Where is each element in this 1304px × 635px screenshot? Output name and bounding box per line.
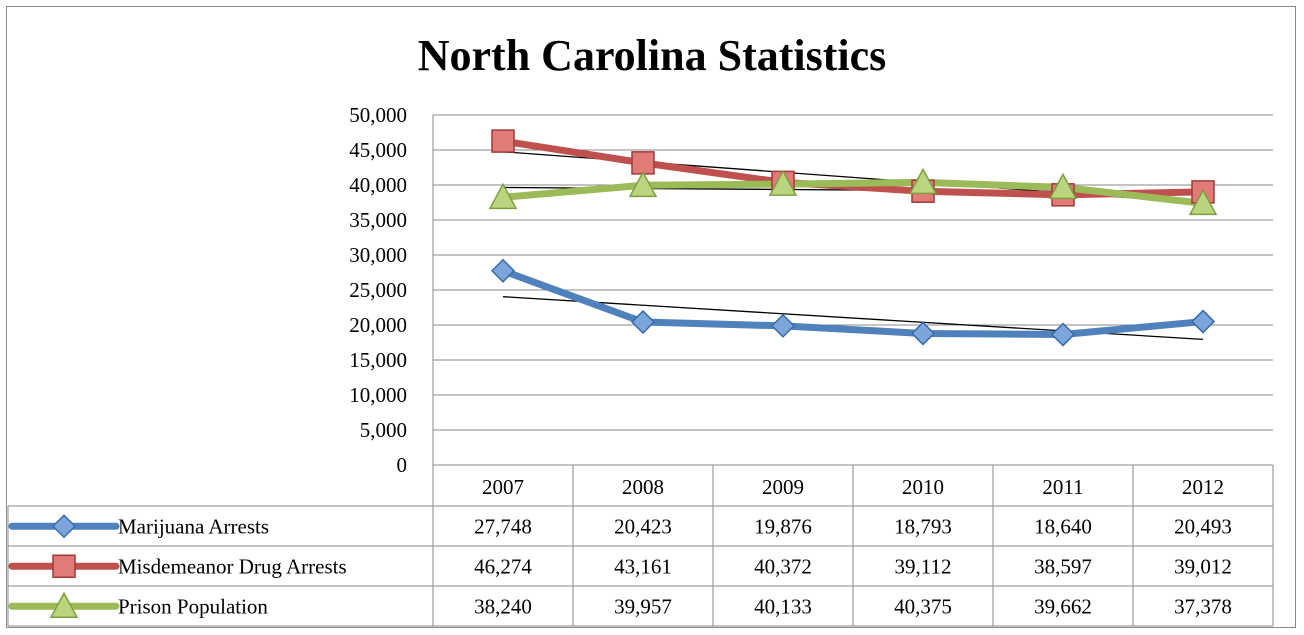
series-line-prison-population [499,178,1207,207]
x-tick-label: 2007 [482,475,524,499]
data-point-marijuana-arrests [630,309,656,335]
y-tick-label: 35,000 [349,208,407,232]
table-cell: 38,240 [474,594,532,618]
series-line-misdemeanor-drug-arrests [499,137,1207,199]
data-point-marijuana-arrests [770,313,796,338]
table-cell: 27,748 [474,514,532,538]
table-cell: 40,372 [754,554,812,578]
table-cell: 37,378 [1174,594,1232,618]
y-tick-label: 30,000 [349,243,407,267]
series-lines [499,137,1207,339]
y-tick-label: 25,000 [349,278,407,302]
y-tick-label: 0 [397,453,408,477]
table-cell: 39,012 [1174,554,1232,578]
data-point-misdemeanor-drug-arrests [631,151,655,175]
x-tick-label: 2009 [762,475,804,499]
table-cell: 20,493 [1174,514,1232,538]
y-tick-label: 10,000 [349,383,407,407]
data-point-prison-population [488,182,518,210]
legend-label-marijuana-arrests: Marijuana Arrests [118,514,269,538]
x-tick-label: 2012 [1182,475,1224,499]
series-markers [488,129,1218,347]
table-cell: 39,662 [1034,594,1092,618]
table-cell: 40,375 [894,594,952,618]
y-tick-label: 20,000 [349,313,407,337]
table-cell: 39,112 [895,554,952,578]
data-point-marijuana-arrests [910,321,936,346]
data-point-marijuana-arrests [1050,322,1076,347]
legend-marker-misdemeanor-drug-arrests [52,554,76,578]
y-tick-label: 5,000 [360,418,407,442]
table-cell: 43,161 [614,554,672,578]
x-tick-label: 2008 [622,475,664,499]
legend-marker-prison-population [49,591,79,619]
chart-frame [6,6,1296,628]
data-point-prison-population [1188,188,1218,216]
table-cell: 39,957 [614,594,672,618]
y-tick-label: 50,000 [349,103,407,127]
data-point-prison-population [908,167,938,195]
x-tick-label: 2010 [902,475,944,499]
table-cell: 46,274 [474,554,532,578]
table-cell: 38,597 [1034,554,1092,578]
y-tick-label: 40,000 [349,173,407,197]
data-table: 2007 2008 2009 2010 2011 2012 Marijuana Arrest… [7,465,1274,627]
data-point-marijuana-arrests [1190,309,1216,334]
data-point-prison-population [628,170,658,198]
table-cell: 18,793 [894,514,952,538]
legend-marker-marijuana-arrests [51,514,77,539]
legend-label-prison-population: Prison Population [118,594,268,618]
legend-label-misdemeanor-drug-arrests: Misdemeanor Drug Arrests [118,554,347,578]
y-axis-ticks: 0 5,000 10,000 15,000 20,000 25,000 30,000 35,0… [349,103,407,477]
x-tick-label: 2011 [1042,475,1083,499]
table-cell: 19,876 [754,514,812,538]
chart-title: North Carolina Statistics [418,31,887,80]
table-cell: 40,133 [754,594,812,618]
series-line-marijuana-arrests [499,267,1207,339]
y-tick-label: 45,000 [349,138,407,162]
table-cell: 18,640 [1034,514,1092,538]
data-point-marijuana-arrests [490,258,516,283]
data-point-prison-population [768,169,798,196]
y-tick-label: 15,000 [349,348,407,372]
table-cell: 20,423 [614,514,672,538]
data-point-misdemeanor-drug-arrests [491,129,515,153]
data-point-prison-population [1048,172,1078,200]
